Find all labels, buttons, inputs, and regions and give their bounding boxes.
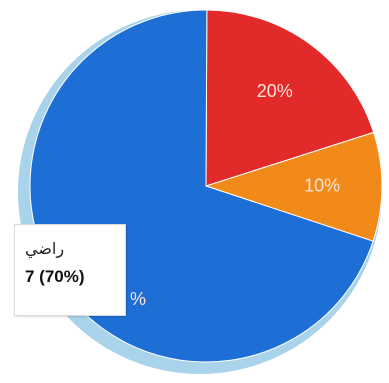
pie-slice-10[interactable] xyxy=(204,131,383,242)
slice-tooltip: راضي 7 (70%) xyxy=(14,224,126,316)
pie-slice-label: % xyxy=(130,289,146,309)
pie-slice-label: 10% xyxy=(304,175,340,195)
tooltip-value: 7 (70%) xyxy=(25,267,85,286)
pie-slice-20[interactable] xyxy=(205,9,375,187)
pie-slice-label: 20% xyxy=(257,81,293,101)
tooltip-category: راضي xyxy=(25,241,65,258)
